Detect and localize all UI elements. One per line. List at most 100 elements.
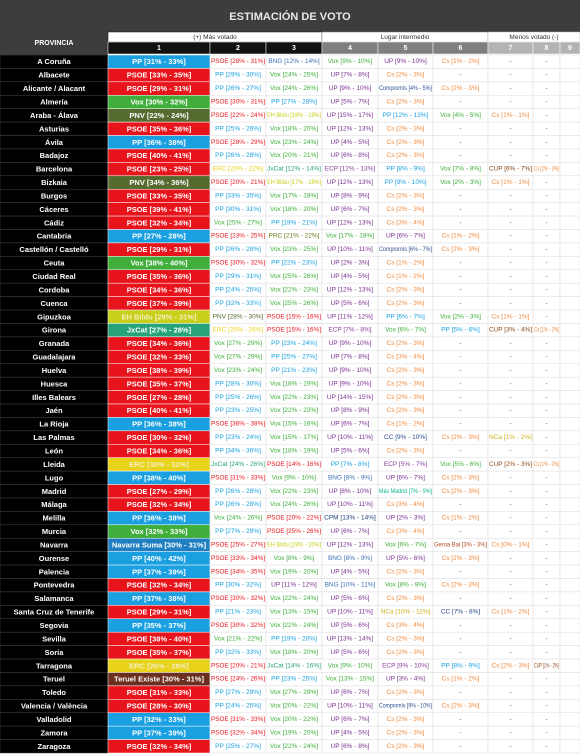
first-place-text: PSOE [40% - 41%] (127, 406, 192, 415)
party-text: Vox [9% - 10%] (272, 474, 317, 481)
party-cell (559, 121, 580, 136)
party-text: Cs [2% - 3%] (387, 380, 425, 387)
party-text: - (545, 367, 547, 374)
first-place-text: PNV [22% - 24%] (129, 111, 189, 120)
party-cell (559, 269, 580, 284)
party-text: PP [23% - 24%] (215, 434, 261, 441)
party-text: PP [23% - 24%] (271, 340, 317, 347)
party-cell (559, 68, 580, 83)
first-place-text: PP [36% - 38%] (132, 138, 186, 147)
party-text: EH Bildu [19% - 20%] (267, 541, 321, 548)
party-text: PSOE [15% - 16%] (267, 313, 321, 320)
party-text: Cs [2% - 3%] (387, 98, 425, 105)
party-text: - (509, 192, 511, 199)
party-text: PP [28% - 30%] (215, 380, 261, 387)
party-text: PP [27% - 29%] (215, 528, 261, 535)
first-place-text: PSOE [35% - 36%] (127, 124, 192, 133)
party-text: - (509, 273, 511, 280)
first-place-text: PSOE [34% - 36%] (127, 339, 192, 348)
party-text: PP [26% - 28%] (215, 501, 261, 508)
party-text: - (545, 595, 547, 602)
first-place-text: PSOE [29% - 31%] (127, 608, 192, 617)
party-text: Cs [3% - 4%] (387, 501, 425, 508)
party-text: PP [32% - 33%] (215, 649, 261, 656)
title-bar (0, 0, 580, 32)
party-text: PNV [28% - 30%] (213, 313, 264, 320)
party-cell (559, 564, 580, 579)
party-text: PSOE [33% - 34%] (211, 555, 265, 562)
party-text: Cs [2% - 3%] (387, 394, 425, 401)
party-text: PP [30% - 31%] (215, 206, 261, 213)
party-text: UP [3% - 4%] (386, 676, 425, 683)
party-text: Vox [22% - 23%] (270, 286, 318, 293)
first-place-text: PSOE [39% - 41%] (127, 205, 192, 214)
party-text: - (509, 72, 511, 79)
party-cell (559, 605, 580, 620)
province-name: Ceuta (44, 259, 66, 268)
party-cell (559, 457, 580, 472)
party-text: Cs [2% - 3%] (442, 85, 480, 92)
party-text: PSOE [25% - 27%] (211, 541, 265, 548)
party-cell (559, 497, 580, 512)
first-place-text: PSOE [30% - 32%] (127, 433, 192, 442)
party-text: - (509, 635, 511, 642)
first-place-text: Vox [30% - 32%] (131, 97, 188, 106)
party-cell (559, 256, 580, 271)
party-cell (559, 376, 580, 391)
party-text: UP [9% - 10%] (329, 367, 372, 374)
party-cell (559, 282, 580, 297)
party-text: PSOE [36% - 38%] (211, 421, 265, 428)
party-text: Compromís [6% - 7%] (379, 246, 432, 253)
first-place-text: Teruel Existe [30% - 31%] (114, 675, 204, 684)
party-text: Vox [7% - 8%] (440, 166, 481, 173)
party-text: Vox [25% - 26%] (270, 300, 318, 307)
party-text: PP [26% - 28%] (215, 246, 261, 253)
party-text: JxCat [12% - 14%] (267, 166, 321, 173)
party-text: PSOE [34% - 35%] (211, 568, 265, 575)
first-place-text: PP [31% - 33%] (132, 57, 186, 66)
party-text: - (509, 286, 511, 293)
party-text: - (459, 192, 461, 199)
province-name: Huesca (41, 379, 69, 388)
party-text: Cs [3% - 4%] (387, 528, 425, 535)
party-text: Vox [8% - 9%] (385, 582, 426, 589)
party-cell (559, 242, 580, 257)
party-text: Cs [1% - 2%] (534, 327, 559, 334)
first-place-text: PSOE [40% - 41%] (127, 151, 192, 160)
party-text: - (545, 125, 547, 132)
party-text: - (545, 85, 547, 92)
column-number: 1 (157, 45, 161, 52)
first-place-text: PP [37% - 39%] (132, 567, 186, 576)
party-text: PP [24% - 25%] (215, 286, 261, 293)
party-text: ERC [25% - 26%] (213, 327, 264, 334)
party-text: PSOE [32% - 34%] (211, 729, 265, 736)
party-text: PP [24% - 25%] (215, 703, 261, 710)
column-number: 9 (568, 45, 572, 52)
party-cell (559, 618, 580, 633)
party-cell (559, 95, 580, 109)
party-text: Cs [2% - 3%] (387, 367, 425, 374)
party-text: Cs [2% - 3%] (534, 166, 559, 173)
party-text: Vox [22% - 24%] (270, 743, 318, 750)
party-text: - (545, 233, 547, 240)
party-text: - (509, 340, 511, 347)
party-text: BNG [8% - 9%] (328, 555, 372, 562)
party-text: - (509, 58, 511, 65)
party-cell (559, 175, 580, 190)
first-place-text: PSOE [34% - 36%] (127, 285, 192, 294)
party-text: Cs [3% - 4%] (387, 219, 425, 226)
party-text: Vox [18% - 20%] (270, 125, 318, 132)
party-text: UP [5% - 6%] (331, 649, 370, 656)
party-text: Cs [2% - 3%] (387, 139, 425, 146)
province-name: Toledo (42, 688, 66, 697)
party-text: Cs [1% - 2%] (442, 233, 480, 240)
party-text: - (545, 555, 547, 562)
party-text: - (545, 447, 547, 454)
party-text: Cs [1% - 2%] (387, 260, 425, 267)
column-number: 2 (236, 45, 240, 52)
party-text: - (509, 515, 511, 522)
party-text: Más Madrid [7% - 9%] (379, 488, 432, 495)
first-place-text: PSOE [32% - 34%] (127, 218, 192, 227)
first-place-text: PP [37% - 39%] (132, 728, 186, 737)
party-text: - (545, 394, 547, 401)
